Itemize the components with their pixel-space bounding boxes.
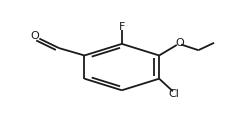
Text: O: O xyxy=(30,31,39,41)
Text: Cl: Cl xyxy=(168,89,179,99)
Text: O: O xyxy=(175,38,183,48)
Text: F: F xyxy=(118,22,124,32)
